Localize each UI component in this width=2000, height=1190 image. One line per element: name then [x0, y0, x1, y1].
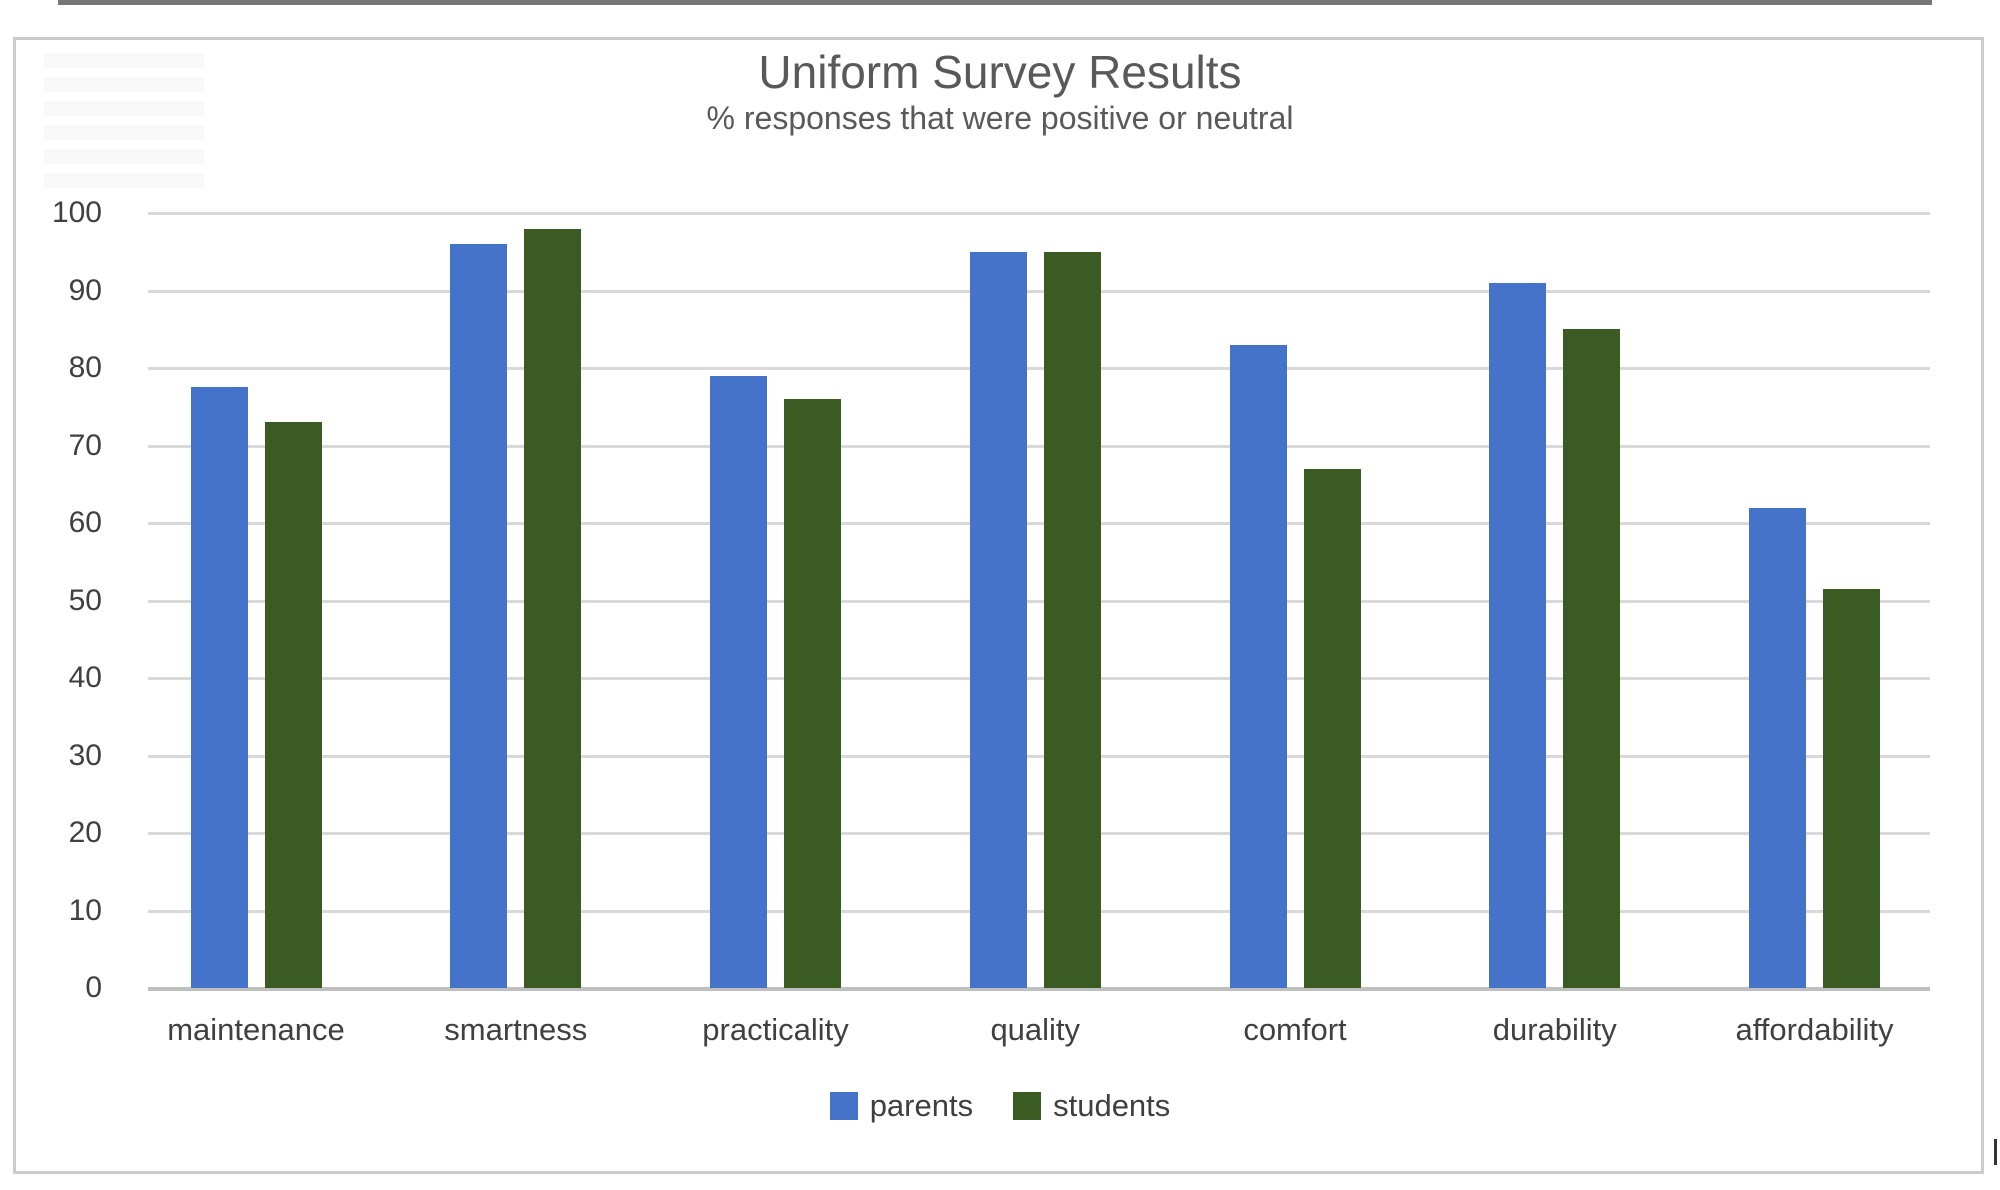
x-axis-label-comfort: comfort	[1243, 1012, 1347, 1047]
bar-parents-comfort[interactable]	[1229, 344, 1287, 988]
x-axis-label-practicality: practicality	[702, 1012, 849, 1047]
legend-item-parents[interactable]: parents	[829, 1088, 974, 1124]
y-tick-label-70: 70	[68, 428, 102, 462]
legend: parents students	[0, 1088, 2000, 1124]
x-axis-label-maintenance: maintenance	[167, 1012, 345, 1047]
x-axis-label-affordability: affordability	[1735, 1012, 1894, 1047]
bar-parents-durability[interactable]	[1489, 282, 1547, 988]
bar-students-smartness[interactable]	[524, 228, 582, 988]
x-axis-label-quality: quality	[990, 1012, 1081, 1047]
y-tick-label-60: 60	[68, 506, 102, 539]
text-cursor-artifact	[1994, 1139, 1997, 1165]
legend-swatch-students	[1013, 1092, 1042, 1120]
bar-students-quality[interactable]	[1043, 251, 1101, 988]
x-axis-label-durability: durability	[1492, 1012, 1617, 1047]
gridline-90	[148, 289, 1930, 293]
y-tick-label-100: 100	[51, 196, 102, 229]
bar-parents-maintenance[interactable]	[190, 387, 248, 988]
legend-label-parents: parents	[869, 1088, 974, 1123]
gridline-50	[148, 599, 1930, 603]
gridline-30	[148, 754, 1930, 758]
legend-label-students: students	[1053, 1088, 1171, 1123]
y-tick-label-30: 30	[68, 738, 102, 772]
bar-parents-practicality[interactable]	[710, 375, 767, 988]
legend-item-students[interactable]: students	[1013, 1088, 1170, 1124]
bar-parents-smartness[interactable]	[450, 244, 508, 988]
y-tick-label-50: 50	[68, 583, 102, 617]
y-tick-label-0: 0	[85, 971, 102, 1004]
gridline-70	[148, 444, 1930, 448]
gridline-100	[148, 212, 1930, 215]
chart-title: Uniform Survey Results	[758, 46, 1242, 98]
y-tick-label-90: 90	[68, 273, 102, 307]
y-tick-label-40: 40	[68, 661, 102, 694]
x-axis-line	[148, 987, 1930, 991]
watermark-smudge-artifact	[44, 48, 204, 188]
y-tick-label-80: 80	[68, 351, 102, 384]
y-tick-label-20: 20	[68, 816, 102, 849]
y-tick-label-10: 10	[68, 893, 102, 927]
gridline-60	[148, 522, 1930, 525]
x-axis-label-smartness: smartness	[444, 1012, 588, 1047]
gridline-40	[148, 677, 1930, 680]
bar-students-affordability[interactable]	[1823, 588, 1880, 988]
bar-parents-affordability[interactable]	[1749, 507, 1806, 988]
bar-students-durability[interactable]	[1563, 329, 1621, 988]
bar-students-comfort[interactable]	[1303, 468, 1361, 988]
gridline-80	[148, 367, 1930, 370]
bar-students-maintenance[interactable]	[264, 422, 322, 988]
legend-swatch-parents	[829, 1092, 858, 1120]
top-edge-artifact	[58, 0, 1932, 5]
gridline-20	[148, 832, 1930, 835]
gridline-10	[148, 909, 1930, 913]
bar-parents-quality[interactable]	[969, 251, 1027, 988]
bar-students-practicality[interactable]	[784, 399, 841, 988]
chart-subtitle: % responses that were positive or neutra…	[706, 100, 1294, 136]
